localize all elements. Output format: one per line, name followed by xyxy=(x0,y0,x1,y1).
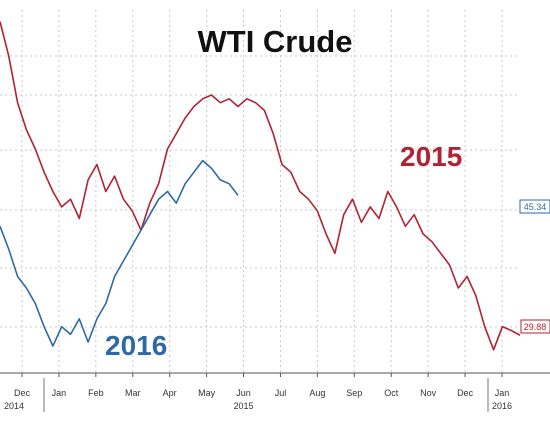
series-label-2016: 2016 xyxy=(105,330,167,361)
series-layer xyxy=(0,21,521,351)
x-tick-label-year: 2015 xyxy=(234,401,254,411)
value-tag-2015: 45.34 xyxy=(524,202,547,212)
x-tick-label-year: 2016 xyxy=(492,401,512,411)
value-tag-box-2016 xyxy=(520,319,550,334)
x-axis: Dec 2014 Jan Feb Mar Apr May Jun 2015 Jul Aug Sep Oc… xyxy=(0,372,550,412)
x-tick-label-month: Feb xyxy=(88,388,104,398)
x-tick-label-year: 2014 xyxy=(4,401,24,411)
series-line-2015 xyxy=(0,21,521,351)
x-tick-label-month: May xyxy=(198,388,216,398)
x-tick-label-month: Mar xyxy=(125,388,141,398)
x-tick-label-month: Apr xyxy=(163,388,177,398)
value-tag-box-2015 xyxy=(519,199,550,214)
x-tick-label-month: Jan xyxy=(52,388,67,398)
x-tick-label-month: Oct xyxy=(384,388,399,398)
x-tick-label-month: Nov xyxy=(420,388,437,398)
chart-title: WTI Crude xyxy=(198,24,353,59)
x-tick-label-month: Sep xyxy=(346,388,362,398)
x-tick-label-month: Aug xyxy=(309,388,325,398)
x-tick-label-month: Jun xyxy=(236,388,251,398)
x-tick-label-month: Dec xyxy=(457,388,474,398)
x-tick-label-month: Jan xyxy=(495,388,510,398)
series-line-2016 xyxy=(0,159,239,347)
chart-grid xyxy=(0,10,520,373)
x-tick-label-month: Jul xyxy=(275,388,287,398)
x-tick-label-month: Dec xyxy=(14,388,31,398)
series-label-2015: 2015 xyxy=(400,141,462,172)
value-tag-2016: 29.88 xyxy=(524,322,547,332)
